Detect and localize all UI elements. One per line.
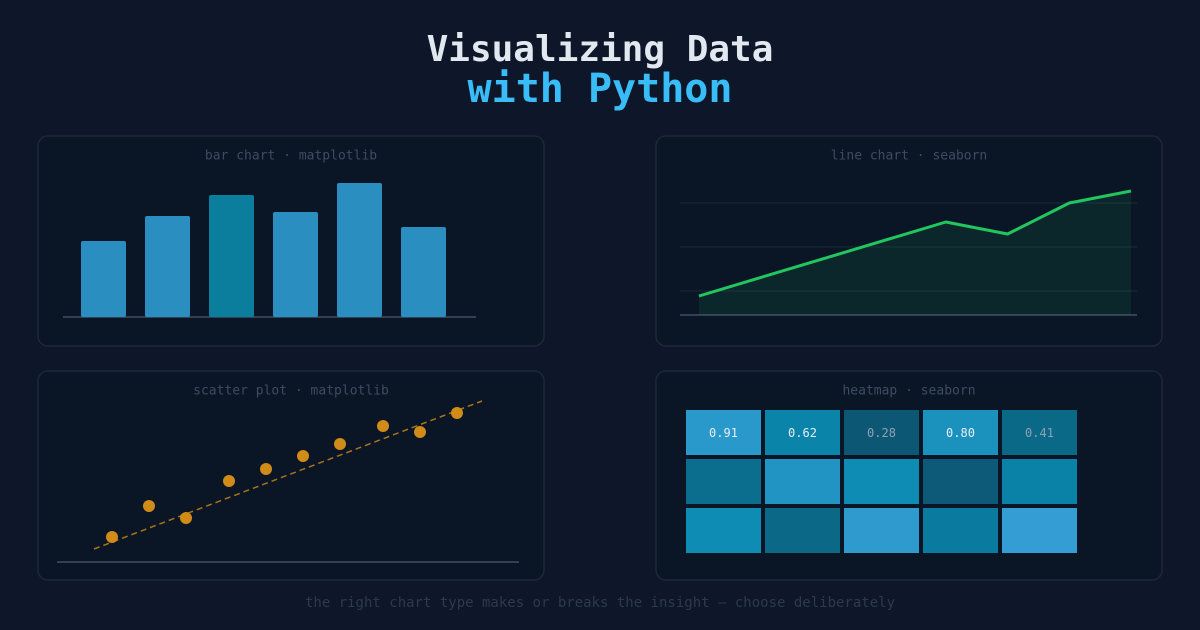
- point: [106, 531, 118, 543]
- bar: [209, 195, 254, 317]
- heatmap-cell: [686, 410, 761, 455]
- bar: [273, 212, 318, 317]
- heatmap-cell: [844, 459, 919, 504]
- bar: [81, 241, 126, 317]
- point: [223, 475, 235, 487]
- footer: the right chart type makes or breaks the…: [305, 595, 895, 611]
- point: [334, 438, 346, 450]
- title: Visualizing Data: [427, 29, 774, 70]
- point: [297, 450, 309, 462]
- panel: [655, 135, 1163, 347]
- area: [699, 191, 1131, 315]
- heatmap-cell: [1002, 410, 1077, 455]
- point: [180, 512, 192, 524]
- heatmap-cell: [923, 508, 998, 553]
- bar: [401, 227, 446, 317]
- cell-label: 0.62: [788, 426, 817, 440]
- point: [143, 500, 155, 512]
- heatmap-cell: [1002, 459, 1077, 504]
- point: [260, 463, 272, 475]
- chart-title: scatter plot · matplotlib: [193, 384, 389, 399]
- bar: [145, 216, 190, 317]
- line: [698, 189, 1132, 298]
- bar: [337, 183, 382, 317]
- heatmap-cell: [1002, 508, 1077, 553]
- cell-label: 0.41: [1025, 426, 1054, 440]
- heatmap-cell: [686, 459, 761, 504]
- point: [414, 426, 426, 438]
- point: [377, 420, 389, 432]
- cell-label: 0.91: [709, 426, 738, 440]
- chart-title: bar chart · matplotlib: [205, 149, 377, 164]
- panel: [37, 370, 545, 581]
- heatmap-cell: [686, 508, 761, 553]
- chart-title: line chart · seaborn: [831, 149, 988, 164]
- heatmap-cell: [844, 410, 919, 455]
- subtitle: with Python: [468, 66, 733, 112]
- heatmap-cell: [765, 459, 840, 504]
- point: [451, 407, 463, 419]
- heatmap-cell: [844, 508, 919, 553]
- heatmap-cell: [923, 410, 998, 455]
- chart-title: heatmap · seaborn: [842, 384, 975, 399]
- cell-label: 0.80: [946, 426, 975, 440]
- heatmap-cell: [923, 459, 998, 504]
- cell-label: 0.28: [867, 426, 896, 440]
- heatmap-cell: [765, 508, 840, 553]
- heatmap-cell: [765, 410, 840, 455]
